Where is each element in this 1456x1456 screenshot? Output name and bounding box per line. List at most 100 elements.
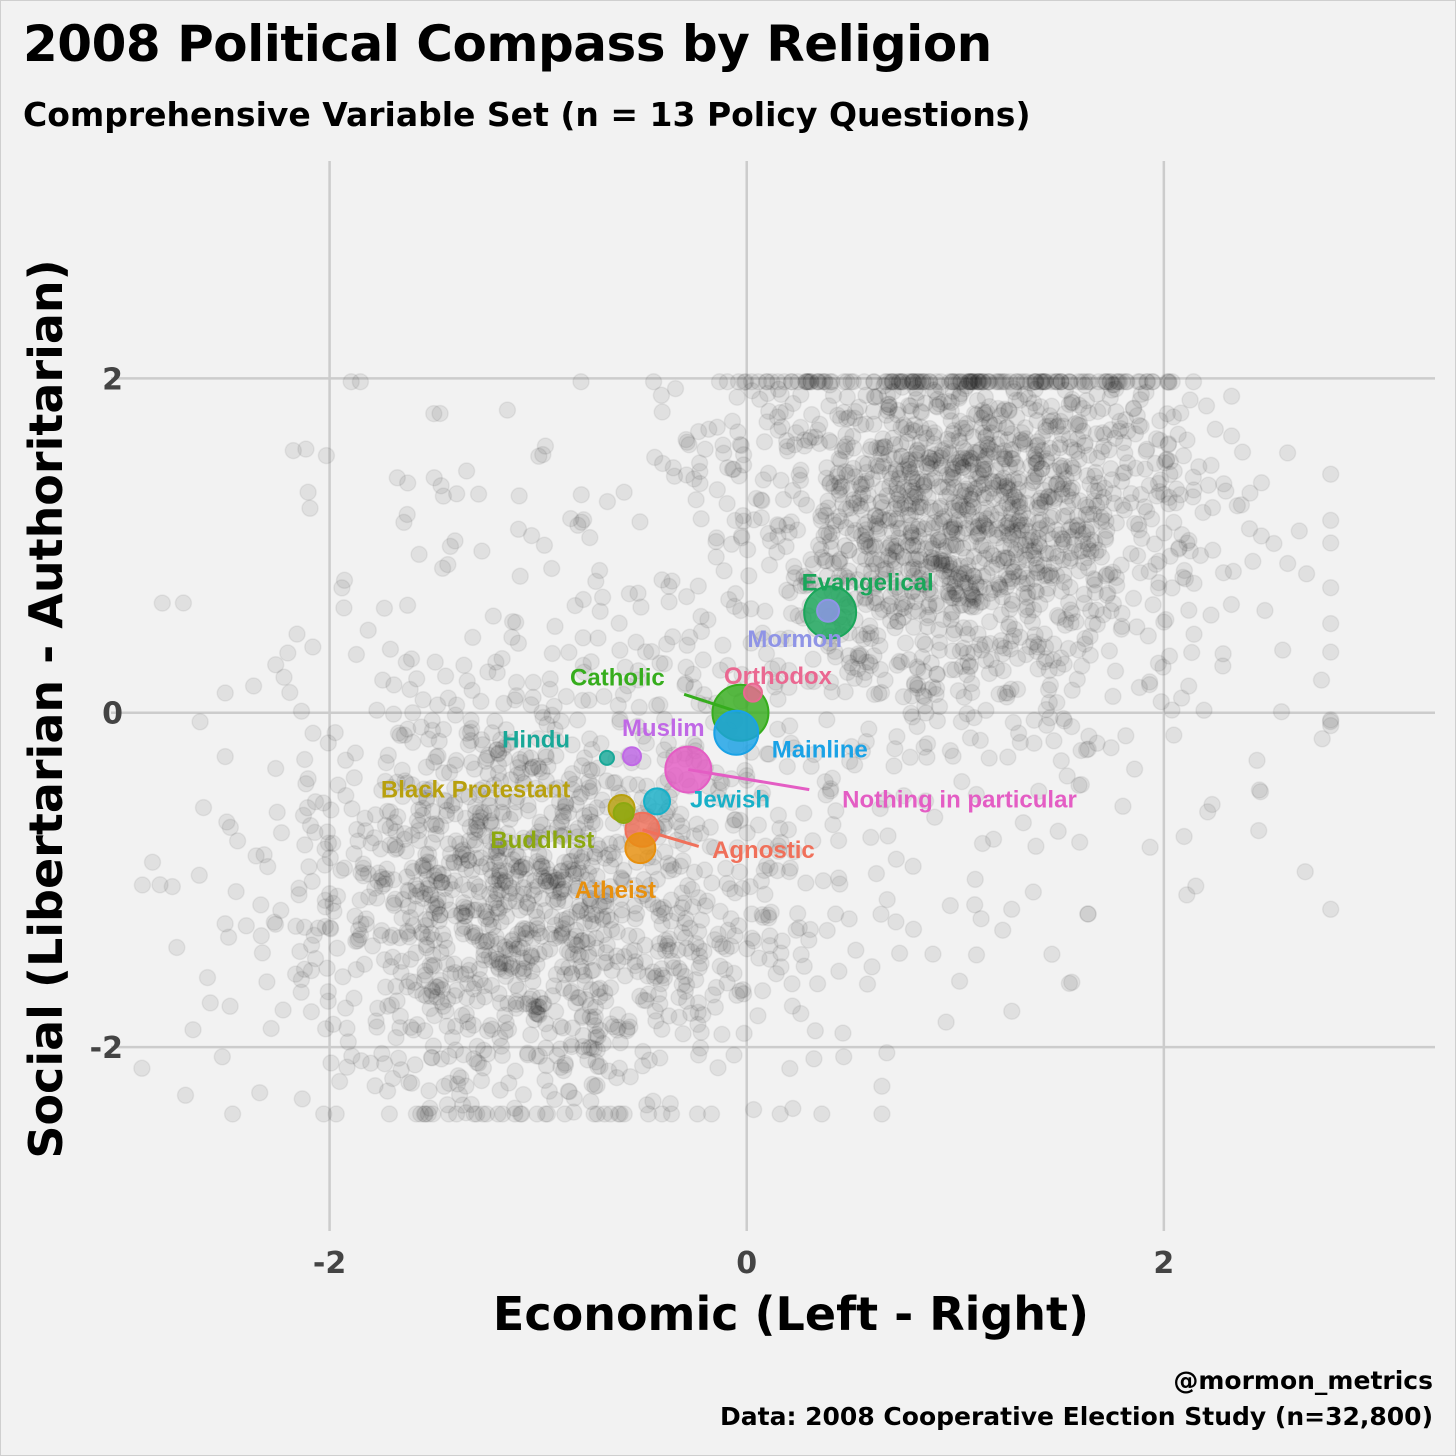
respondent-point [490, 839, 508, 857]
respondent-point [671, 857, 690, 876]
respondent-point [322, 1054, 340, 1072]
respondent-point [582, 652, 600, 671]
respondent-point [1095, 488, 1113, 507]
respondent-point [506, 613, 525, 632]
respondent-point [980, 749, 998, 767]
respondent-point [1076, 434, 1094, 452]
respondent-point [850, 398, 868, 417]
respondent-point [1081, 475, 1099, 493]
respondent-point [414, 889, 432, 908]
respondent-point [965, 405, 984, 423]
respondent-point [389, 1049, 408, 1067]
respondent-point [949, 681, 968, 700]
respondent-point [407, 944, 425, 962]
respondent-point [406, 1056, 424, 1074]
respondent-point [1053, 485, 1071, 504]
respondent-point [435, 931, 454, 950]
respondent-point [591, 602, 609, 621]
respondent-point [601, 1105, 620, 1123]
respondent-point [1171, 486, 1190, 504]
respondent-point [1070, 396, 1088, 414]
respondent-point [980, 613, 999, 631]
respondent-point [1026, 380, 1044, 399]
respondent-point [336, 751, 355, 770]
respondent-point [393, 787, 412, 806]
respondent-point [475, 951, 493, 969]
respondent-point [887, 913, 905, 931]
respondent-point [967, 406, 986, 424]
respondent-point [369, 999, 387, 1018]
respondent-point [472, 858, 491, 876]
respondent-point [685, 678, 703, 697]
respondent-point [609, 952, 627, 971]
respondent-point [503, 932, 521, 950]
respondent-point [967, 573, 985, 592]
respondent-point [970, 636, 989, 654]
respondent-point [1049, 417, 1067, 435]
respondent-point [477, 1105, 496, 1123]
respondent-point [692, 510, 710, 528]
respondent-point [610, 614, 628, 633]
respondent-point [951, 495, 970, 514]
respondent-point [322, 801, 340, 819]
respondent-point [661, 941, 679, 960]
respondent-point [527, 1004, 546, 1023]
respondent-point [718, 494, 736, 513]
respondent-point [436, 879, 454, 898]
respondent-point [321, 920, 340, 938]
respondent-point [401, 950, 420, 969]
respondent-point [1019, 510, 1037, 528]
respondent-point [1103, 471, 1121, 489]
respondent-point [425, 904, 443, 922]
respondent-point [1082, 542, 1100, 560]
respondent-point [744, 1100, 763, 1119]
respondent-point [1035, 372, 1053, 391]
respondent-point [933, 456, 951, 475]
respondent-point [724, 816, 743, 834]
group-label-evangelical: Evangelical [802, 569, 934, 596]
respondent-point [374, 870, 393, 889]
respondent-point [1000, 457, 1019, 476]
respondent-point [483, 816, 501, 834]
respondent-point [316, 898, 335, 916]
respondent-point [939, 402, 957, 421]
respondent-point [498, 401, 517, 419]
respondent-point [523, 947, 541, 965]
respondent-point [302, 936, 321, 954]
respondent-point [730, 863, 749, 881]
respondent-point [701, 818, 720, 837]
respondent-point [1005, 487, 1023, 505]
respondent-point [474, 1041, 493, 1059]
respondent-point [1076, 635, 1094, 653]
respondent-point [802, 757, 820, 776]
respondent-point [830, 962, 848, 981]
respondent-point [831, 875, 849, 893]
respondent-point [560, 770, 579, 789]
respondent-point [645, 448, 664, 467]
respondent-point [592, 734, 610, 753]
respondent-point [752, 491, 770, 509]
respondent-point [904, 618, 923, 637]
respondent-point [660, 593, 678, 611]
respondent-point [1233, 443, 1252, 461]
respondent-point [436, 667, 455, 685]
respondent-point [266, 656, 285, 674]
respondent-point [1025, 467, 1044, 486]
respondent-point [586, 1077, 604, 1096]
respondent-point [647, 1012, 665, 1030]
respondent-point [801, 571, 820, 590]
respondent-point [994, 372, 1013, 391]
respondent-point [958, 705, 976, 723]
respondent-point [917, 454, 935, 472]
respondent-point [919, 597, 938, 616]
respondent-point [1144, 595, 1162, 614]
respondent-point [1101, 372, 1120, 391]
respondent-point [738, 939, 756, 958]
respondent-point [1087, 425, 1106, 443]
respondent-point [768, 720, 787, 739]
respondent-point [892, 495, 910, 514]
respondent-point [484, 875, 503, 893]
respondent-point [1054, 709, 1073, 728]
respondent-point [466, 823, 484, 842]
respondent-point [870, 509, 888, 527]
